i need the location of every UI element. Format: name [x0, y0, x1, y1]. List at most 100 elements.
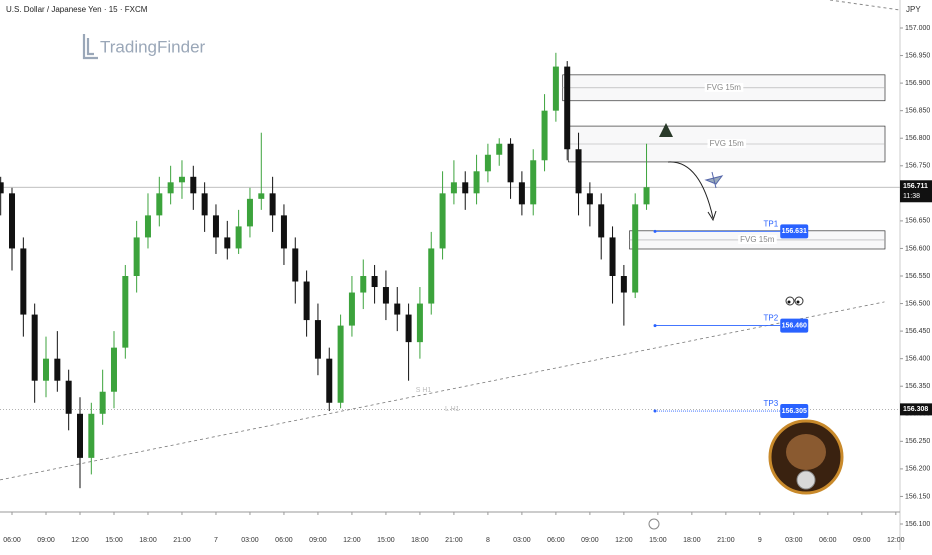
candle-body — [632, 204, 639, 293]
target-tag — [780, 224, 809, 239]
y-tick-label: 156.550 — [905, 273, 930, 280]
candle-body — [620, 276, 627, 293]
eyes-icon — [787, 300, 791, 304]
candle-body — [76, 413, 83, 458]
x-tick-label: 06:00 — [547, 537, 565, 544]
arrow-head — [707, 210, 717, 222]
level-tag-label: 156.308 — [903, 406, 928, 413]
candle-body — [122, 276, 129, 348]
candle-body — [541, 110, 548, 161]
candle-body — [224, 237, 231, 249]
candle-body — [212, 215, 219, 238]
target-tag-label: 156.305 — [782, 408, 807, 415]
candle-body — [609, 237, 616, 276]
y-tick-label: 156.750 — [905, 163, 930, 170]
target-tag — [780, 404, 809, 419]
last-price-label: 156.711 — [903, 183, 928, 190]
trendline-label: S H1 — [416, 387, 432, 394]
x-tick-label: 18:00 — [683, 537, 701, 544]
candle-body — [586, 193, 593, 205]
decorations — [648, 123, 844, 530]
y-tick-label: 156.850 — [905, 108, 930, 115]
candle-body — [292, 248, 299, 282]
candle-body — [110, 347, 117, 392]
x-tick-label: 21:00 — [173, 537, 191, 544]
candle-body — [496, 143, 503, 155]
fvg-label: FVG 15m — [740, 235, 775, 244]
x-tick-label: 09:00 — [309, 537, 327, 544]
candle-body — [167, 182, 174, 194]
candle-body — [507, 143, 514, 183]
candle-body — [99, 391, 106, 414]
x-tick-label: 12:00 — [887, 537, 905, 544]
target-start — [653, 324, 657, 328]
mountain-icon — [659, 123, 673, 137]
candle-body — [31, 314, 38, 381]
fvg-label-bg — [704, 82, 744, 92]
fvg-label-bg — [738, 235, 777, 245]
candle-body — [428, 248, 435, 304]
countdown: 11:38 — [903, 193, 920, 200]
candle-body — [360, 276, 367, 293]
x-tick-label: 15:00 — [649, 537, 667, 544]
candle-body — [439, 193, 446, 249]
candle-body — [394, 303, 401, 315]
candle-body — [382, 287, 389, 304]
x-tick-label: 21:00 — [717, 537, 735, 544]
target-label: TP1 — [764, 219, 779, 228]
x-tick-label: 06:00 — [275, 537, 293, 544]
y-tick-label: 156.950 — [905, 52, 930, 59]
x-tick-label: 03:00 — [513, 537, 531, 544]
x-tick-label: 12:00 — [343, 537, 361, 544]
y-tick-label: 156.650 — [905, 218, 930, 225]
x-tick-label: 7 — [214, 537, 218, 544]
candle-body — [326, 358, 333, 403]
fvg-label: FVG 15m — [707, 83, 742, 92]
candle-body — [450, 182, 457, 194]
candle-body — [337, 325, 344, 403]
x-tick-label: 8 — [486, 537, 490, 544]
candle-body — [598, 204, 605, 238]
candle-body — [0, 182, 4, 194]
x-tick-label: 09:00 — [37, 537, 55, 544]
candle-body — [484, 154, 491, 172]
eyes-icon — [796, 300, 800, 304]
y-tick-label: 156.150 — [905, 493, 930, 500]
candle-body — [552, 66, 559, 111]
x-tick-label: 03:00 — [785, 537, 803, 544]
x-tick-label: 15:00 — [377, 537, 395, 544]
candle-body — [462, 182, 469, 194]
last-price-tag — [900, 180, 932, 203]
candle-body — [258, 193, 265, 199]
x-tick-label: 09:00 — [581, 537, 599, 544]
candle-body — [190, 176, 197, 194]
x-tick-label: 06:00 — [3, 537, 21, 544]
candle-body — [201, 193, 208, 216]
y-tick-label: 156.500 — [905, 300, 930, 307]
candle-body — [314, 320, 321, 359]
y-tick-label: 156.200 — [905, 466, 930, 473]
plane-icon — [704, 171, 724, 189]
x-tick-label: 18:00 — [139, 537, 157, 544]
candle-body — [473, 171, 480, 194]
candle-body — [43, 358, 50, 381]
candle-body — [303, 281, 310, 321]
candle-body — [20, 248, 27, 315]
candle-body — [9, 193, 16, 249]
x-tick-label: 9 — [758, 537, 762, 544]
candle-body — [156, 193, 163, 216]
x-tick-label: 15:00 — [105, 537, 123, 544]
candle-body — [518, 182, 525, 205]
chart-title: U.S. Dollar / Japanese Yen · 15 · FXCM — [6, 5, 148, 14]
candle-body — [54, 358, 61, 381]
event-icon — [648, 518, 660, 530]
target-label: TP3 — [764, 399, 779, 408]
y-tick-label: 156.900 — [905, 80, 930, 87]
candle-body — [133, 237, 140, 276]
candle-body — [235, 226, 242, 249]
arrow-path — [667, 161, 714, 219]
fvg-label-bg — [707, 139, 747, 149]
candle-body — [530, 160, 537, 205]
level-tag — [900, 403, 932, 416]
